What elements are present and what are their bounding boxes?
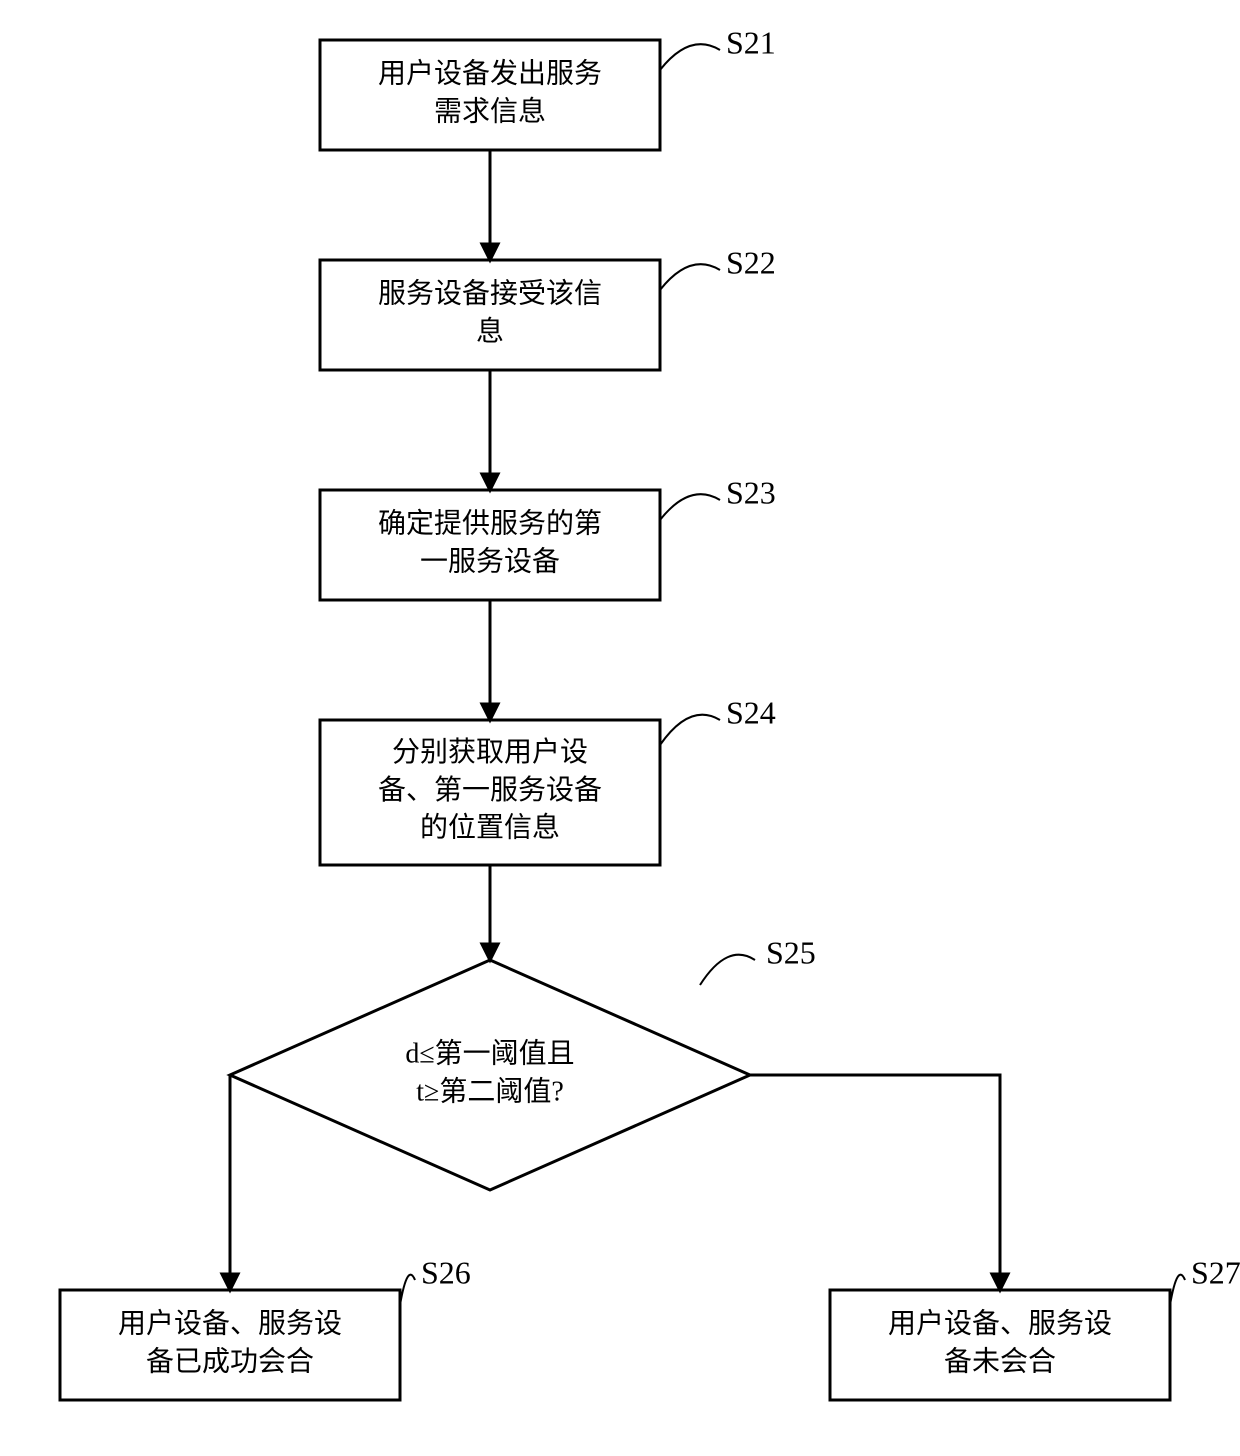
node-s22: 服务设备接受该信息 S22 xyxy=(320,244,776,370)
node-s25-line-1: t≥第二阈值? xyxy=(416,1075,564,1107)
node-s26: 用户设备、服务设备已成功会合 S26 xyxy=(60,1254,471,1400)
node-s24-line-1: 备、第一服务设备 xyxy=(378,774,602,806)
node-s27-line-0: 用户设备、服务设 xyxy=(888,1308,1112,1340)
node-s22-line-1: 息 xyxy=(476,315,504,347)
node-s23-line-0: 确定提供服务的第 xyxy=(378,508,602,540)
node-s26-line-1: 备已成功会合 xyxy=(146,1345,314,1377)
node-s21-line-0: 用户设备发出服务 xyxy=(378,58,602,90)
node-s24-line-2: 的位置信息 xyxy=(420,812,560,844)
node-s24: 分别获取用户设备、第一服务设备的位置信息 S24 xyxy=(320,694,776,865)
label-s23: S23 xyxy=(726,474,776,510)
label-s21: S21 xyxy=(726,24,776,60)
node-s27-line-1: 备未会合 xyxy=(944,1345,1056,1377)
node-s23-line-1: 一服务设备 xyxy=(420,545,560,577)
node-s23: 确定提供服务的第一服务设备 S23 xyxy=(320,474,776,600)
flowchart-svg: 用户设备发出服务需求信息 S21 服务设备接受该信息 S22 确定提供服务的第一服务设备… xyxy=(0,0,1240,1456)
label-s25: S25 xyxy=(766,934,816,970)
node-s21: 用户设备发出服务需求信息 S21 xyxy=(320,24,776,150)
node-s22-line-0: 服务设备接受该信 xyxy=(378,278,602,310)
node-s25-line-0: d≤第一阈值且 xyxy=(405,1038,574,1070)
node-s27: 用户设备、服务设备未会合 S27 xyxy=(830,1254,1240,1400)
node-s25: d≤第一阈值且 t≥第二阈值? S25 xyxy=(230,934,816,1190)
label-s24: S24 xyxy=(726,694,776,730)
node-s24-line-0: 分别获取用户设 xyxy=(392,736,588,768)
branch-arrow-1 xyxy=(750,1075,1000,1290)
label-s26: S26 xyxy=(421,1254,471,1290)
node-s21-line-1: 需求信息 xyxy=(434,95,546,127)
node-s26-line-0: 用户设备、服务设 xyxy=(118,1308,342,1340)
label-s27: S27 xyxy=(1191,1254,1240,1290)
label-s22: S22 xyxy=(726,244,776,280)
